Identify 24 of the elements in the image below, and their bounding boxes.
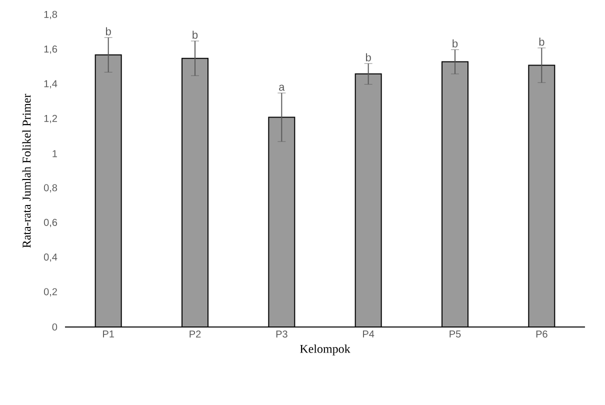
- annotation: b: [192, 30, 198, 39]
- y-tick-label: 0,8: [44, 184, 58, 192]
- y-tick-label: 1,4: [44, 80, 58, 88]
- y-tick-label: 0,4: [44, 254, 58, 262]
- y-tick-label: 1,2: [44, 114, 57, 124]
- x-axis-title: Kelompok: [300, 344, 350, 356]
- y-tick-label: 0,6: [44, 218, 58, 228]
- y-tick-label: 0: [52, 323, 58, 331]
- x-tick-label: P5: [450, 330, 461, 338]
- x-tick-label: P6: [536, 330, 548, 338]
- annotation: b: [452, 39, 458, 48]
- annotation: a: [279, 84, 285, 91]
- y-axis-title: Rata-rata Jumlah Folikel Primer: [22, 94, 31, 248]
- x-tick-label: P1: [103, 330, 114, 338]
- x-tick-label: P4: [363, 330, 374, 338]
- annotation: b: [539, 38, 544, 46]
- annotation: b: [366, 53, 371, 62]
- x-tick-label: P3: [276, 330, 288, 338]
- y-tick-label: 0,2: [44, 288, 57, 296]
- annotation: b: [106, 27, 111, 36]
- y-tick-label: 1,6: [44, 46, 58, 54]
- y-tick-label: 1: [52, 150, 57, 158]
- x-tick-label: P2: [190, 330, 201, 338]
- y-tick-label: 1,8: [44, 10, 58, 20]
